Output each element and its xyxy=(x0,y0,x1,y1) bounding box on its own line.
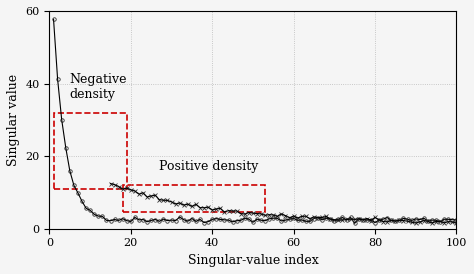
Bar xyxy=(123,185,265,212)
Y-axis label: Singular value: Singular value xyxy=(7,74,20,166)
Text: Positive density: Positive density xyxy=(159,160,259,173)
Bar xyxy=(54,113,127,189)
X-axis label: Singular-value index: Singular-value index xyxy=(188,254,319,267)
Text: Negative
density: Negative density xyxy=(70,73,128,101)
